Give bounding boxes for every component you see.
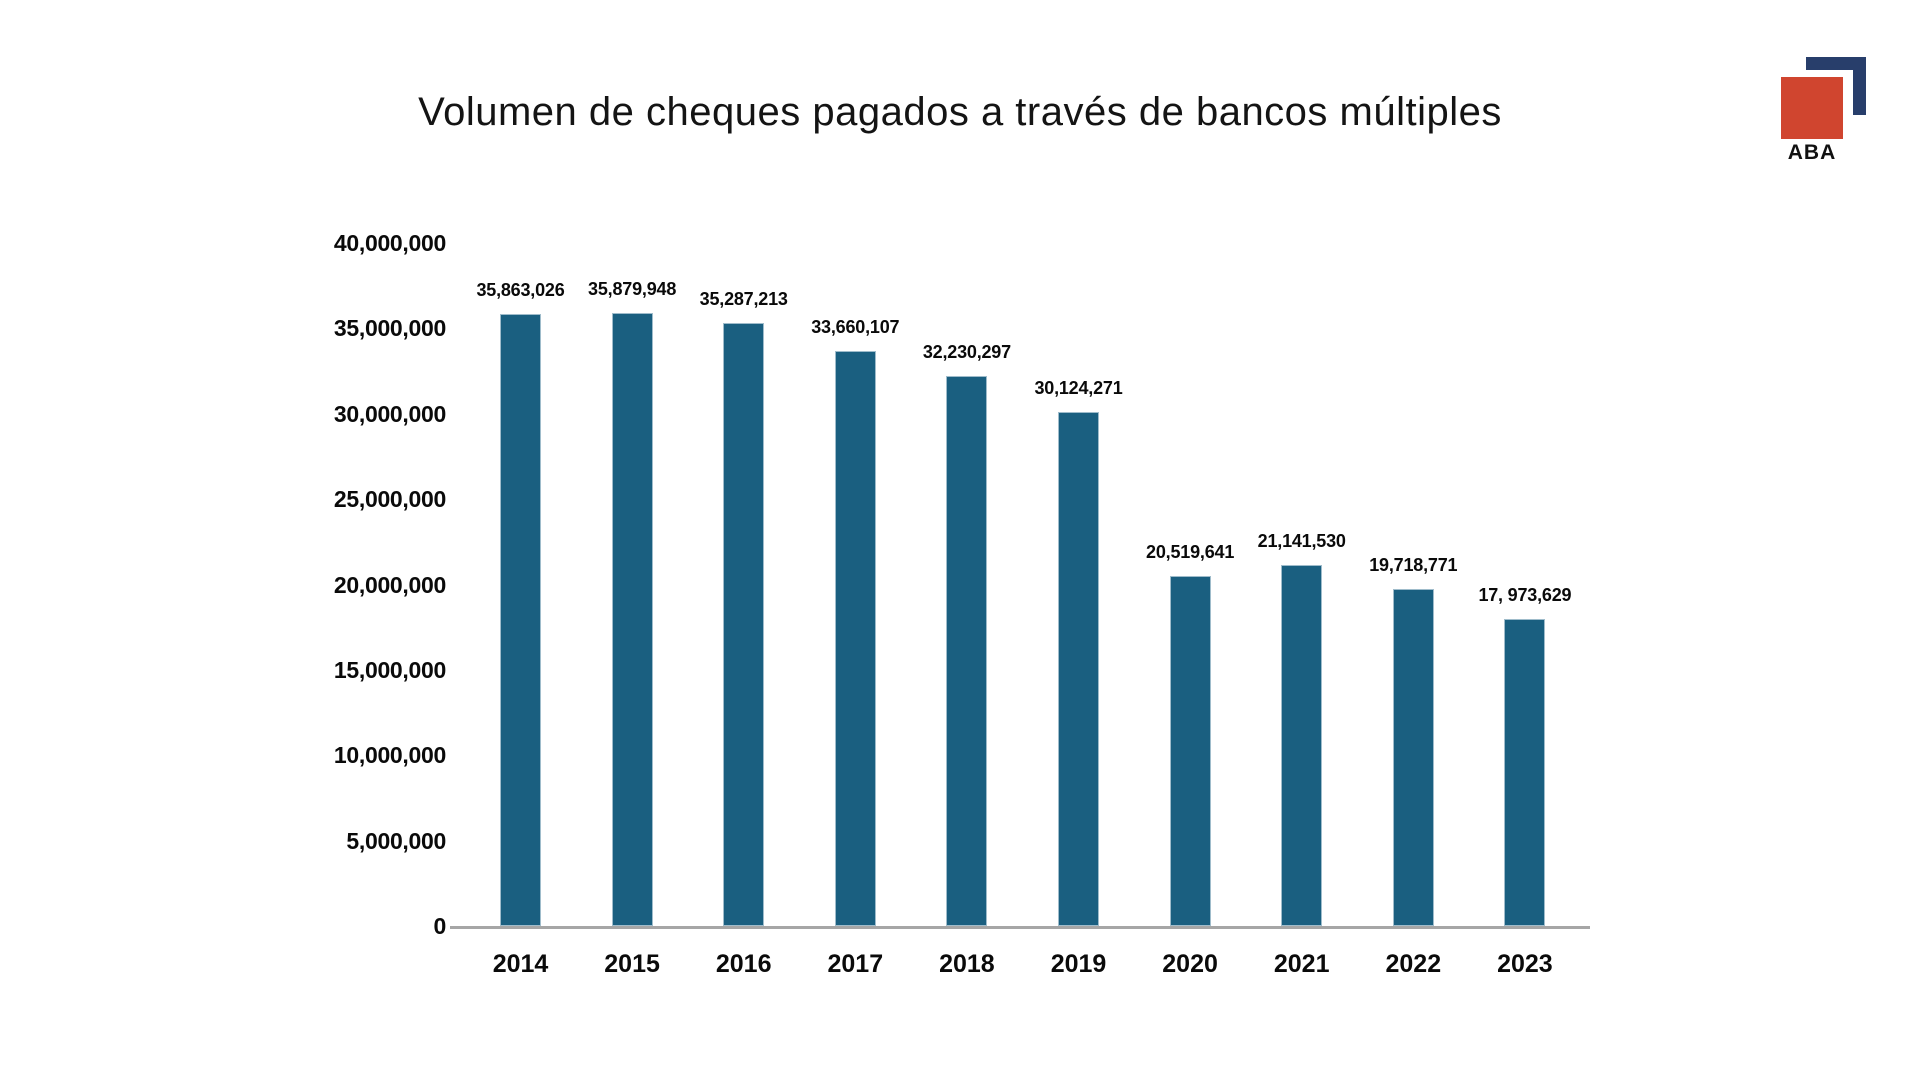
bar-2015 bbox=[611, 313, 653, 926]
x-axis-label-2016: 2016 bbox=[715, 950, 772, 978]
bar-2017 bbox=[834, 351, 876, 926]
bar-value-label-2016: 35,287,213 bbox=[699, 289, 788, 310]
logo-text: ABA bbox=[1787, 141, 1837, 164]
bar-2018 bbox=[946, 375, 988, 926]
x-axis-label-2023: 2023 bbox=[1497, 950, 1553, 978]
bar-2022 bbox=[1392, 589, 1434, 926]
y-axis-tick-label: 40,000,000 bbox=[333, 230, 446, 256]
bar-value-label-2018: 32,230,297 bbox=[922, 341, 1011, 362]
bar-value-label-2023: 17, 973,629 bbox=[1478, 585, 1572, 606]
y-axis-tick-label: 5,000,000 bbox=[346, 827, 446, 854]
x-axis-line bbox=[450, 926, 1590, 929]
x-axis-label-2017: 2017 bbox=[827, 950, 884, 978]
bar-2014 bbox=[500, 313, 541, 926]
logo-corner-bracket-icon bbox=[1853, 57, 1866, 115]
bar-2019 bbox=[1058, 411, 1099, 926]
x-axis-label-2022: 2022 bbox=[1385, 950, 1442, 978]
chart-title: Volumen de cheques pagados a través de b… bbox=[418, 90, 1502, 134]
bar-2023 bbox=[1504, 619, 1546, 926]
y-axis-tick-label: 20,000,000 bbox=[333, 571, 446, 598]
y-axis-tick-label: 35,000,000 bbox=[333, 315, 446, 342]
y-axis-tick-label: 30,000,000 bbox=[333, 400, 446, 427]
y-axis-tick-label: 10,000,000 bbox=[333, 742, 446, 769]
bar-value-label-2015: 35,879,948 bbox=[588, 279, 677, 300]
x-axis-label-2015: 2015 bbox=[604, 950, 660, 978]
bar-value-label-2019: 30,124,271 bbox=[1034, 377, 1123, 398]
bar-2021 bbox=[1281, 565, 1323, 926]
x-axis-label-2019: 2019 bbox=[1050, 950, 1107, 978]
y-axis-tick-label: 25,000,000 bbox=[333, 486, 446, 513]
x-axis-label-2021: 2021 bbox=[1273, 950, 1330, 978]
x-axis-label-2014: 2014 bbox=[492, 950, 549, 978]
logo-corner-bracket-icon bbox=[1806, 57, 1866, 70]
bar-value-label-2020: 20,519,641 bbox=[1146, 541, 1235, 562]
y-axis-tick-label: 0 bbox=[433, 913, 447, 939]
bar-2016 bbox=[723, 323, 765, 926]
x-axis-label-2020: 2020 bbox=[1162, 950, 1218, 978]
bar-2020 bbox=[1169, 575, 1211, 926]
logo-red-square bbox=[1781, 77, 1843, 139]
x-axis-label-2018: 2018 bbox=[939, 950, 995, 978]
y-axis-tick-label: 15,000,000 bbox=[333, 656, 446, 683]
bar-value-label-2014: 35,863,026 bbox=[476, 279, 565, 300]
bar-value-label-2021: 21,141,530 bbox=[1257, 531, 1346, 551]
bar-value-label-2017: 33,660,107 bbox=[811, 317, 900, 338]
bar-value-label-2022: 19,718,771 bbox=[1369, 555, 1458, 576]
